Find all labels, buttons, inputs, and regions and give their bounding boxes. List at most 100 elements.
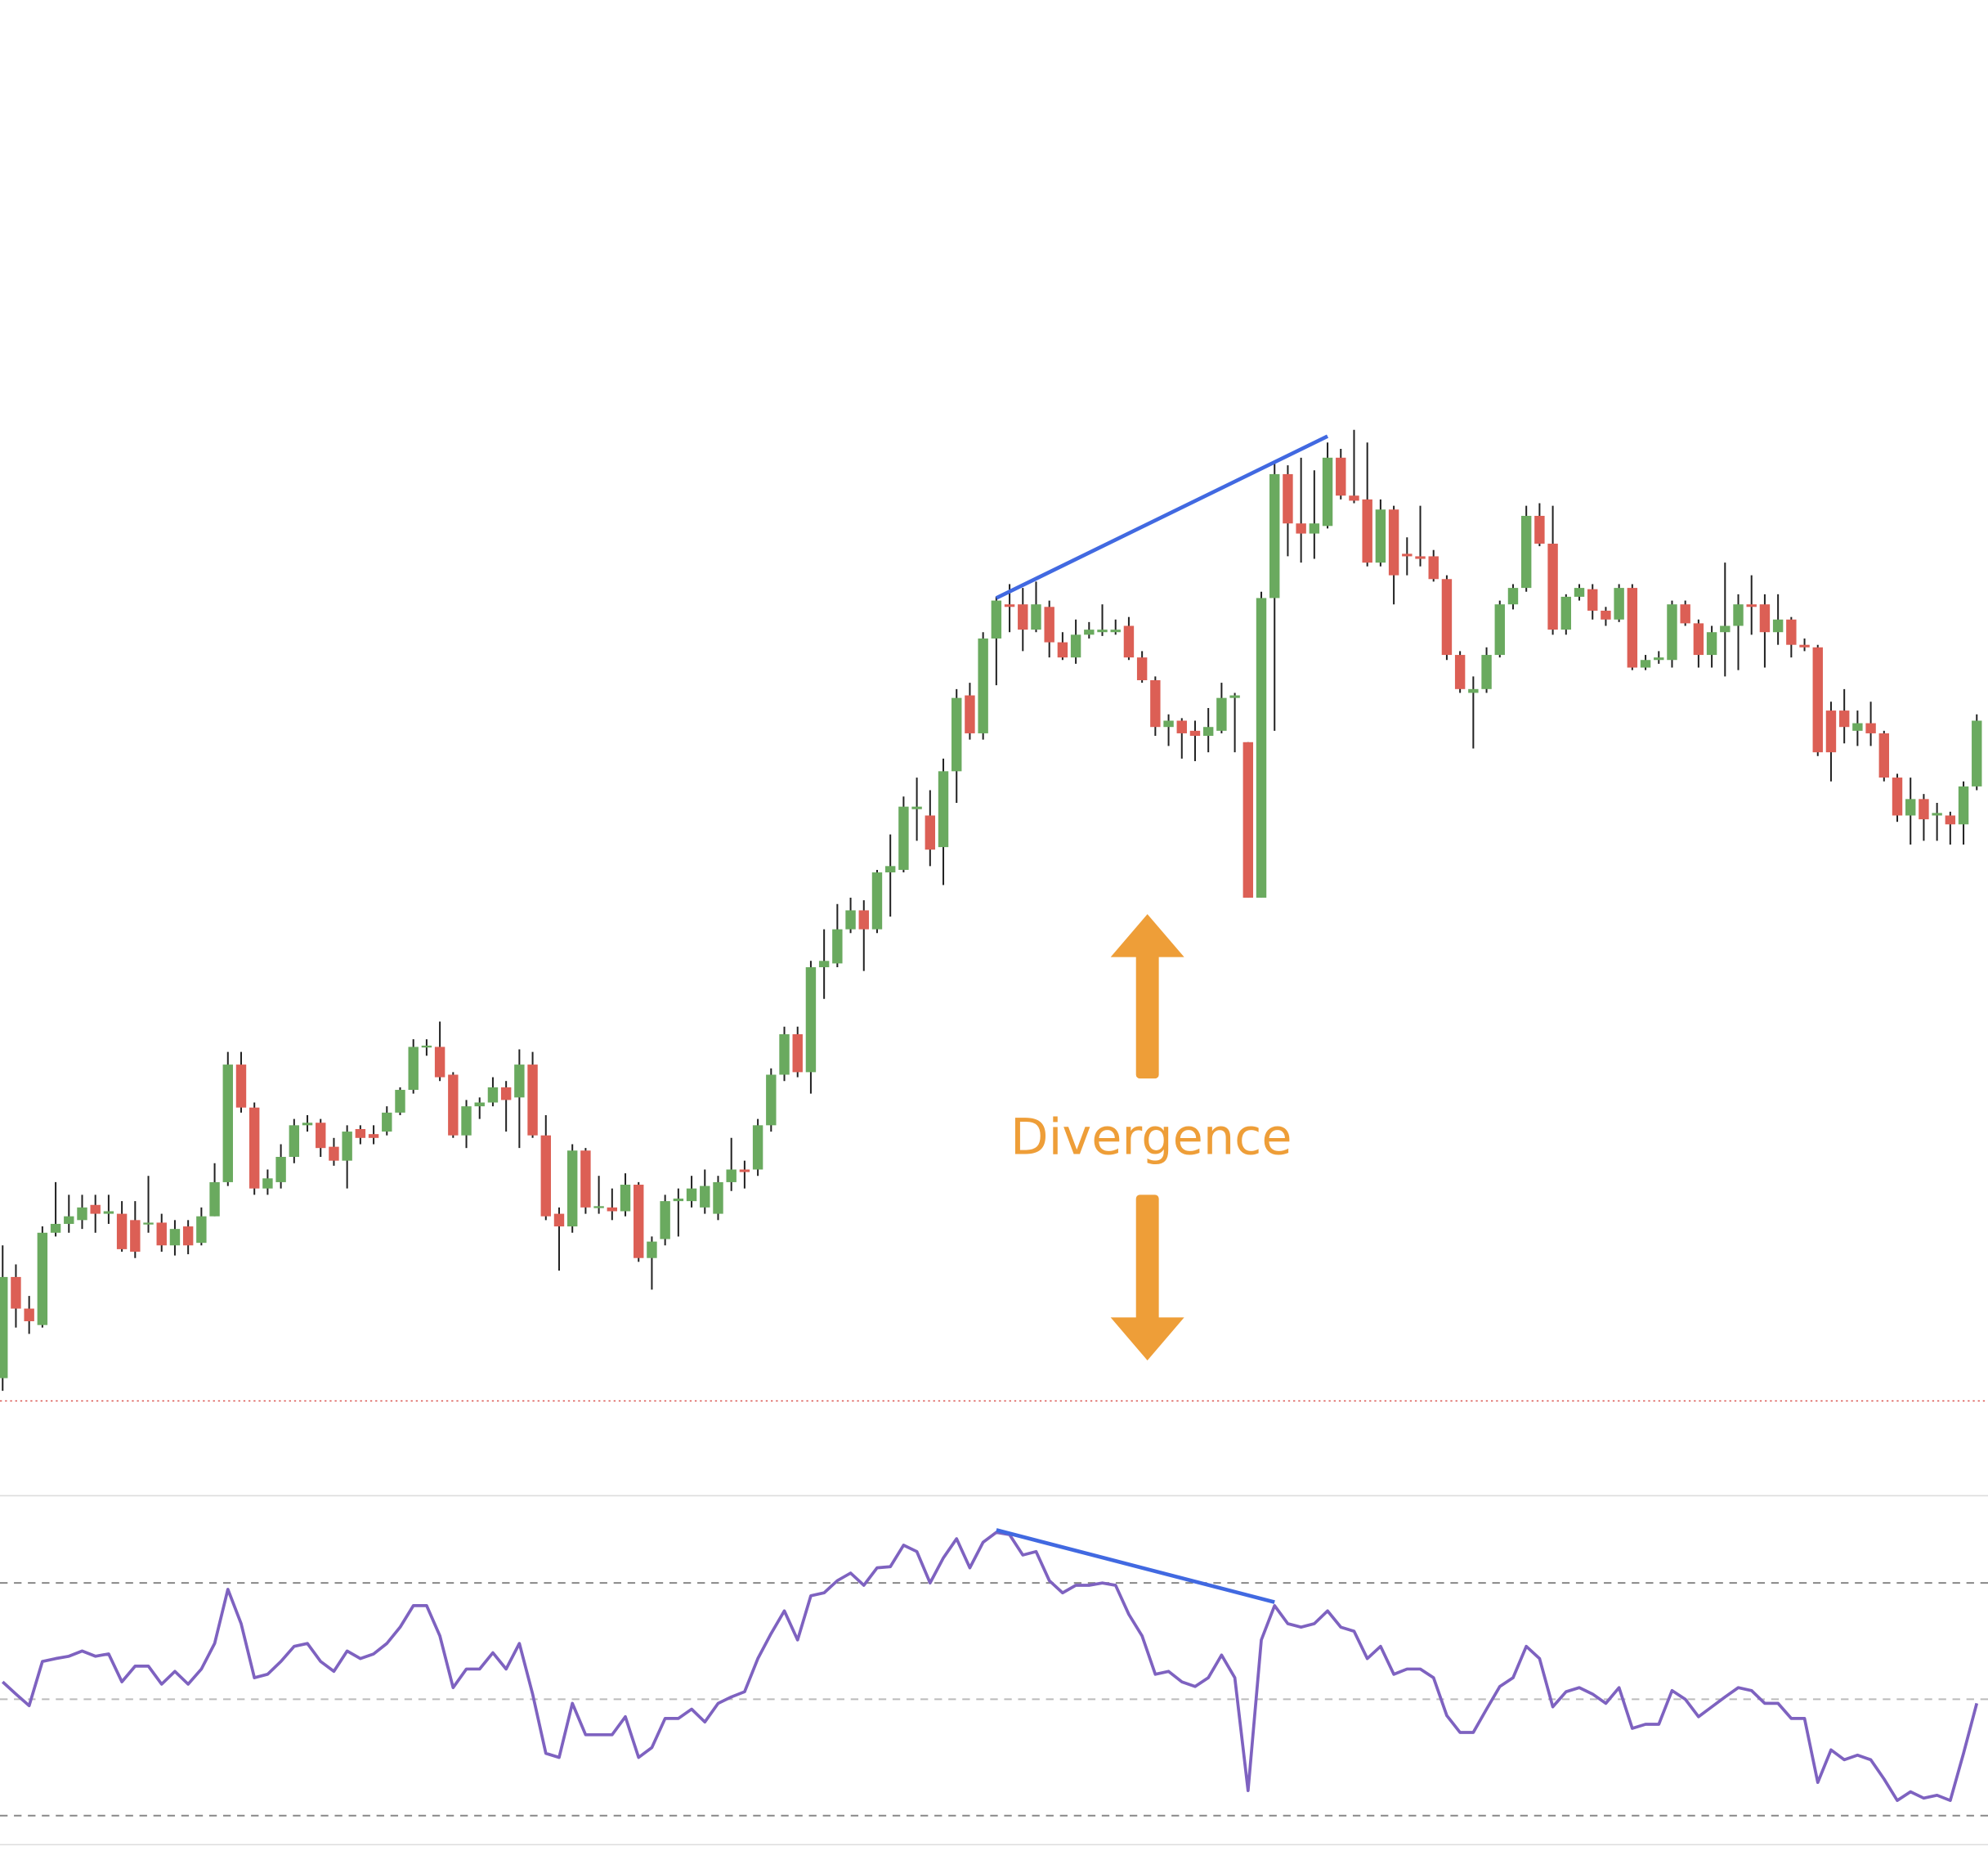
- candle-body: [1428, 556, 1439, 580]
- candle-body: [792, 1033, 803, 1073]
- candle-body: [1852, 723, 1863, 731]
- candle-body: [316, 1123, 326, 1149]
- candle-body: [1375, 509, 1386, 563]
- candle-body: [1176, 720, 1187, 733]
- candle-body: [103, 1211, 114, 1214]
- candle-body: [1349, 495, 1359, 501]
- candle-body: [329, 1146, 339, 1161]
- candle-body: [1031, 604, 1041, 630]
- candle-body: [580, 1150, 591, 1208]
- arrow-head: [1110, 1317, 1184, 1360]
- candle-body: [991, 600, 1002, 639]
- candle-body: [1296, 523, 1306, 534]
- candle-body: [1202, 727, 1214, 737]
- candle-body: [64, 1216, 74, 1224]
- candle-body: [1402, 554, 1413, 557]
- candle-body: [1720, 625, 1731, 633]
- candle-body: [965, 695, 975, 733]
- candle-body: [1932, 813, 1942, 816]
- candle-body: [1772, 619, 1784, 633]
- candle-body: [90, 1204, 101, 1214]
- candle-body: [1110, 630, 1121, 633]
- candle-body: [1587, 589, 1598, 611]
- candle-body: [448, 1074, 459, 1136]
- candle-body: [1481, 655, 1492, 689]
- candle-body: [1242, 742, 1254, 898]
- candle-body: [1057, 642, 1068, 658]
- candle-body: [182, 1226, 194, 1246]
- candle-body: [1825, 710, 1837, 753]
- candle-body: [487, 1087, 499, 1103]
- rsi-line: [1, 1531, 1979, 1803]
- candle-body: [898, 806, 909, 870]
- candle-body: [1150, 679, 1161, 728]
- candle-body: [1799, 644, 1810, 648]
- candle-body: [1706, 632, 1717, 656]
- candle-body: [434, 1047, 446, 1078]
- candle-body: [1441, 579, 1453, 656]
- candle-body: [1322, 457, 1333, 527]
- candle-body: [1084, 630, 1095, 635]
- candle-body: [1520, 515, 1532, 589]
- candle-body: [1972, 720, 1982, 787]
- candle-body: [382, 1112, 392, 1132]
- candle-body: [1574, 588, 1585, 597]
- candle-body: [1627, 588, 1638, 668]
- candle-body: [553, 1213, 565, 1227]
- candle-body: [1336, 457, 1346, 496]
- candle-body: [37, 1232, 48, 1325]
- candle-body: [1680, 604, 1690, 624]
- candle-body: [647, 1241, 657, 1258]
- candle-body: [1746, 604, 1757, 607]
- candle-body: [1838, 710, 1850, 728]
- candle-body: [1601, 610, 1611, 620]
- candle-body: [1878, 733, 1890, 778]
- candle-body: [673, 1199, 684, 1202]
- candle-body: [871, 872, 883, 930]
- candle-body: [540, 1135, 551, 1217]
- arrow-shaft: [1135, 1194, 1159, 1324]
- candle-body: [11, 1276, 21, 1309]
- candle-body: [1614, 588, 1624, 620]
- candle-body: [342, 1132, 352, 1161]
- candle-body: [1667, 604, 1677, 661]
- candle-body: [1468, 688, 1479, 693]
- candle-body: [1283, 473, 1293, 524]
- candle-body: [421, 1045, 432, 1048]
- candle-body: [222, 1064, 233, 1182]
- candle-body: [77, 1207, 87, 1221]
- candle-body: [1494, 604, 1505, 656]
- candle-body: [1216, 697, 1227, 731]
- candle-body: [461, 1106, 472, 1136]
- candle-body: [1070, 634, 1081, 658]
- divergence-arrows: [1110, 914, 1184, 1360]
- arrow-head: [1110, 914, 1184, 957]
- candle-body: [209, 1181, 220, 1217]
- candle-body: [24, 1308, 34, 1322]
- candle-body: [713, 1181, 723, 1214]
- candle-body: [1640, 660, 1651, 668]
- candle-body: [607, 1207, 618, 1212]
- candle-body: [1905, 799, 1916, 816]
- candle-body: [938, 771, 949, 848]
- candle-body: [1123, 625, 1135, 658]
- candle-body: [1733, 604, 1744, 626]
- candle-body: [1812, 647, 1823, 753]
- candle-body: [1004, 604, 1015, 607]
- candle-body: [660, 1201, 670, 1239]
- candle-body: [196, 1216, 207, 1244]
- candle-body: [845, 910, 856, 930]
- candle-body: [634, 1185, 644, 1258]
- candle-body: [766, 1074, 777, 1126]
- candle-body: [1786, 619, 1797, 645]
- candle-body: [116, 1213, 128, 1249]
- candle-body: [1388, 509, 1399, 576]
- trend-line: [995, 434, 1329, 600]
- candle-body: [1269, 473, 1280, 598]
- candle-body: [779, 1033, 790, 1075]
- candle-body: [368, 1134, 379, 1138]
- candle-body: [355, 1128, 366, 1138]
- candle-body: [474, 1102, 485, 1107]
- candle-body: [593, 1206, 604, 1208]
- candle-body: [858, 910, 869, 930]
